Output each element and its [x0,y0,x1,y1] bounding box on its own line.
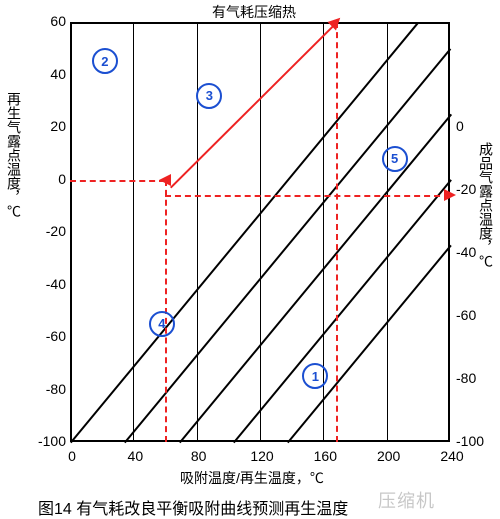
x-tick-label: 40 [121,448,149,464]
yr-tick-label: -20 [456,181,476,197]
yl-tick-label: -20 [26,223,66,239]
yl-tick-label: 0 [26,171,66,187]
x-axis-label: 吸附温度/再生温度，℃ [180,468,324,488]
chart-container: 1234504080120160200240-100-80-60-40-2002… [0,0,500,519]
dash-horizontal [70,180,165,182]
grid-v [260,22,261,442]
grid-v [197,22,198,442]
yl-tick-label: 40 [26,66,66,82]
arrow-left-head [159,174,171,186]
yl-axis-label: 再生气露点温度，℃ [4,92,24,372]
x-tick-label: 0 [58,448,86,464]
marker-5: 5 [382,146,408,172]
x-tick-label: 240 [438,448,466,464]
grid-v [133,22,134,442]
watermark: 压缩机 [378,487,435,513]
grid-v [387,22,388,442]
yr-tick-label: 0 [456,118,464,134]
yl-tick-label: 60 [26,13,66,29]
marker-3: 3 [196,83,222,109]
x-tick-label: 80 [185,448,213,464]
x-tick-label: 120 [248,448,276,464]
yr-axis-label: 成品气露点温度，℃ [476,142,496,402]
yr-tick-label: -100 [456,433,484,449]
yr-tick-label: -80 [456,370,476,386]
yl-tick-label: -60 [26,328,66,344]
arrow-right-head [444,189,456,201]
x-tick-label: 160 [311,448,339,464]
top-title: 有气耗压缩热 [212,2,296,22]
yl-tick-label: 20 [26,118,66,134]
marker-4: 4 [149,311,175,337]
yl-tick-label: -100 [26,433,66,449]
yl-tick-label: -40 [26,276,66,292]
dash-horizontal [165,195,450,197]
yr-tick-label: -40 [456,244,476,260]
yr-tick-label: -60 [456,307,476,323]
yl-tick-label: -80 [26,381,66,397]
figure-caption: 图14 有气耗改良平衡吸附曲线预测再生温度 [38,495,348,519]
dash-vertical [336,22,338,442]
x-tick-label: 200 [375,448,403,464]
